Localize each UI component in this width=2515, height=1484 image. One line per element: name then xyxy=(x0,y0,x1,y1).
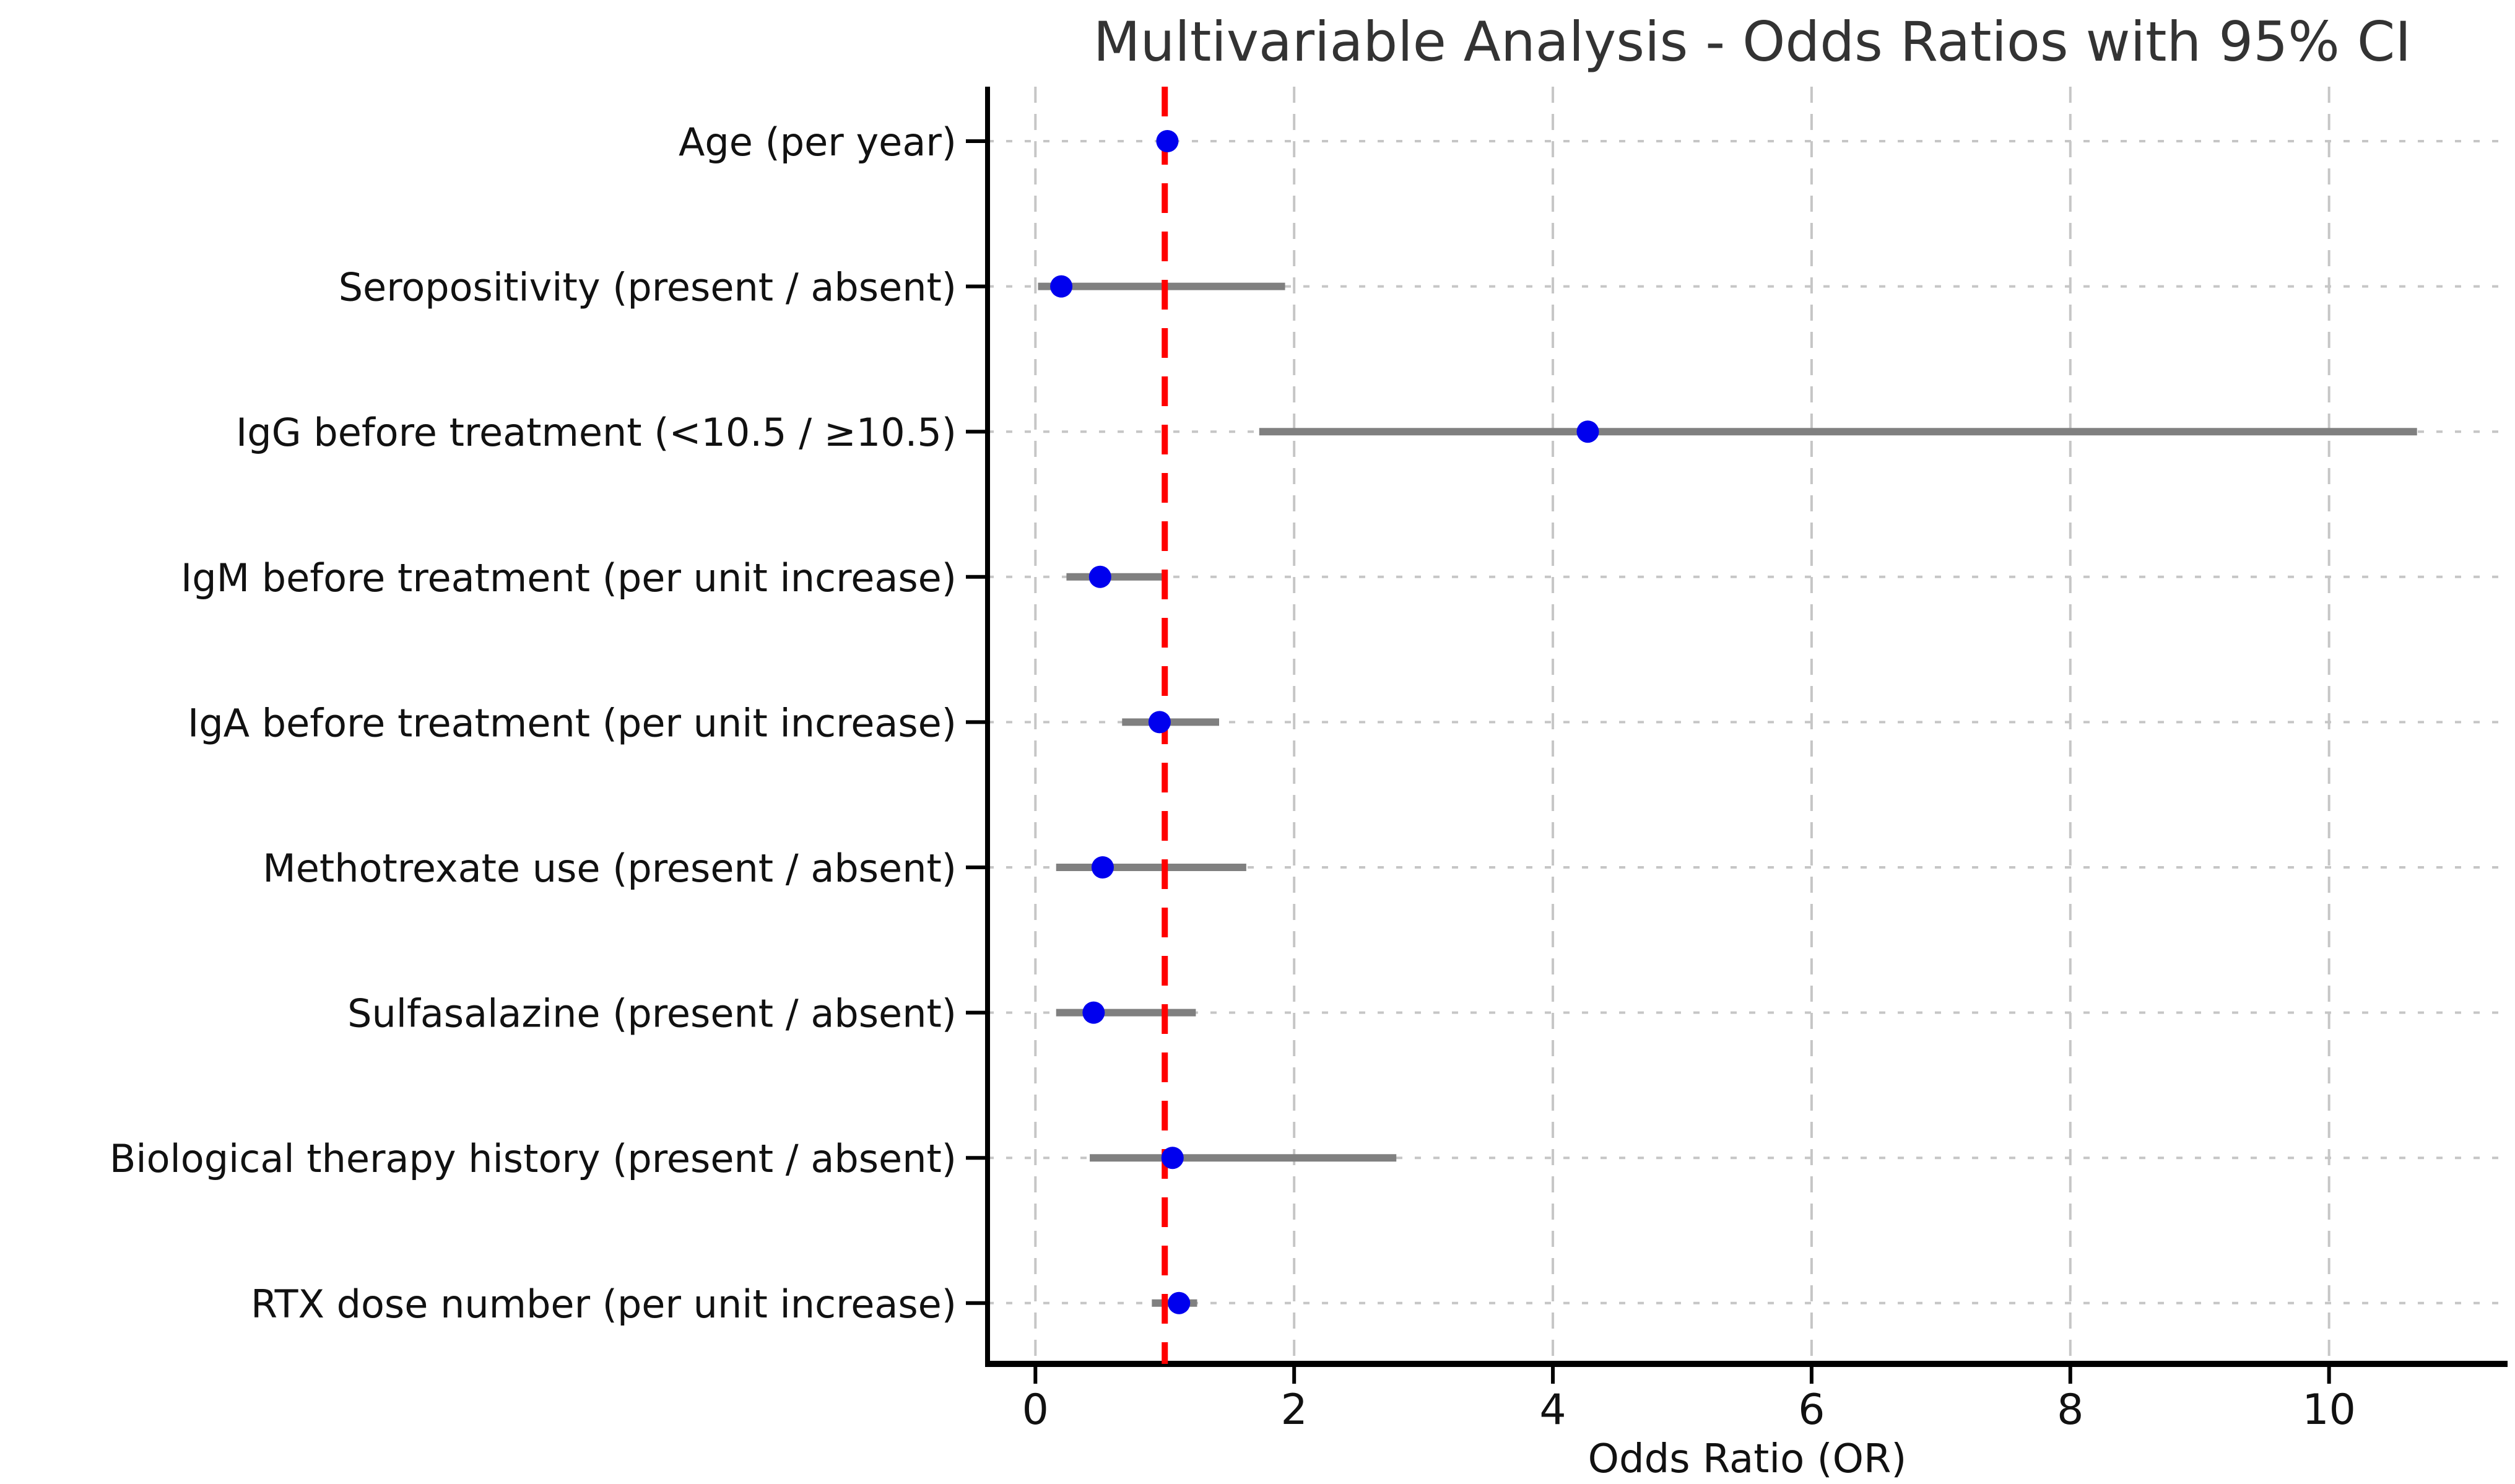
row-label: IgA before treatment (per unit increase) xyxy=(188,700,957,745)
or-point xyxy=(1091,856,1114,879)
row-label: Biological therapy history (present / ab… xyxy=(110,1136,957,1181)
row-label: Methotrexate use (present / absent) xyxy=(263,846,957,891)
or-point xyxy=(1088,565,1111,588)
or-point xyxy=(1082,1001,1105,1024)
data-layer xyxy=(1038,87,2417,1364)
x-tick-label: 8 xyxy=(2057,1386,2083,1434)
or-point xyxy=(1148,711,1171,734)
x-tick-label: 10 xyxy=(2302,1386,2356,1434)
chart-title: Multivariable Analysis - Odds Ratios wit… xyxy=(1093,10,2412,74)
x-tick-label: 4 xyxy=(1539,1386,1566,1434)
or-point xyxy=(1168,1291,1191,1314)
or-point xyxy=(1576,420,1599,443)
row-label: IgG before treatment (<10.5 / ≥10.5) xyxy=(236,410,957,455)
row-label: IgM before treatment (per unit increase) xyxy=(181,555,957,601)
axis-layer: 0 2 4 6 8 10 Age (per year) Seropositivity (pre… xyxy=(110,87,2508,1434)
grid-layer xyxy=(988,87,2508,1364)
row-label: Sulfasalazine (present / absent) xyxy=(347,991,957,1036)
or-point xyxy=(1156,130,1179,152)
x-axis-label: Odds Ratio (OR) xyxy=(1588,1436,1907,1482)
row-label: Age (per year) xyxy=(679,119,957,165)
x-tick-label: 6 xyxy=(1798,1386,1825,1434)
row-label: RTX dose number (per unit increase) xyxy=(251,1282,957,1327)
x-tick-label: 0 xyxy=(1022,1386,1049,1434)
or-point xyxy=(1050,275,1073,298)
or-point xyxy=(1161,1147,1184,1169)
x-tick-label: 2 xyxy=(1281,1386,1308,1434)
row-label: Seropositivity (present / absent) xyxy=(339,265,957,310)
